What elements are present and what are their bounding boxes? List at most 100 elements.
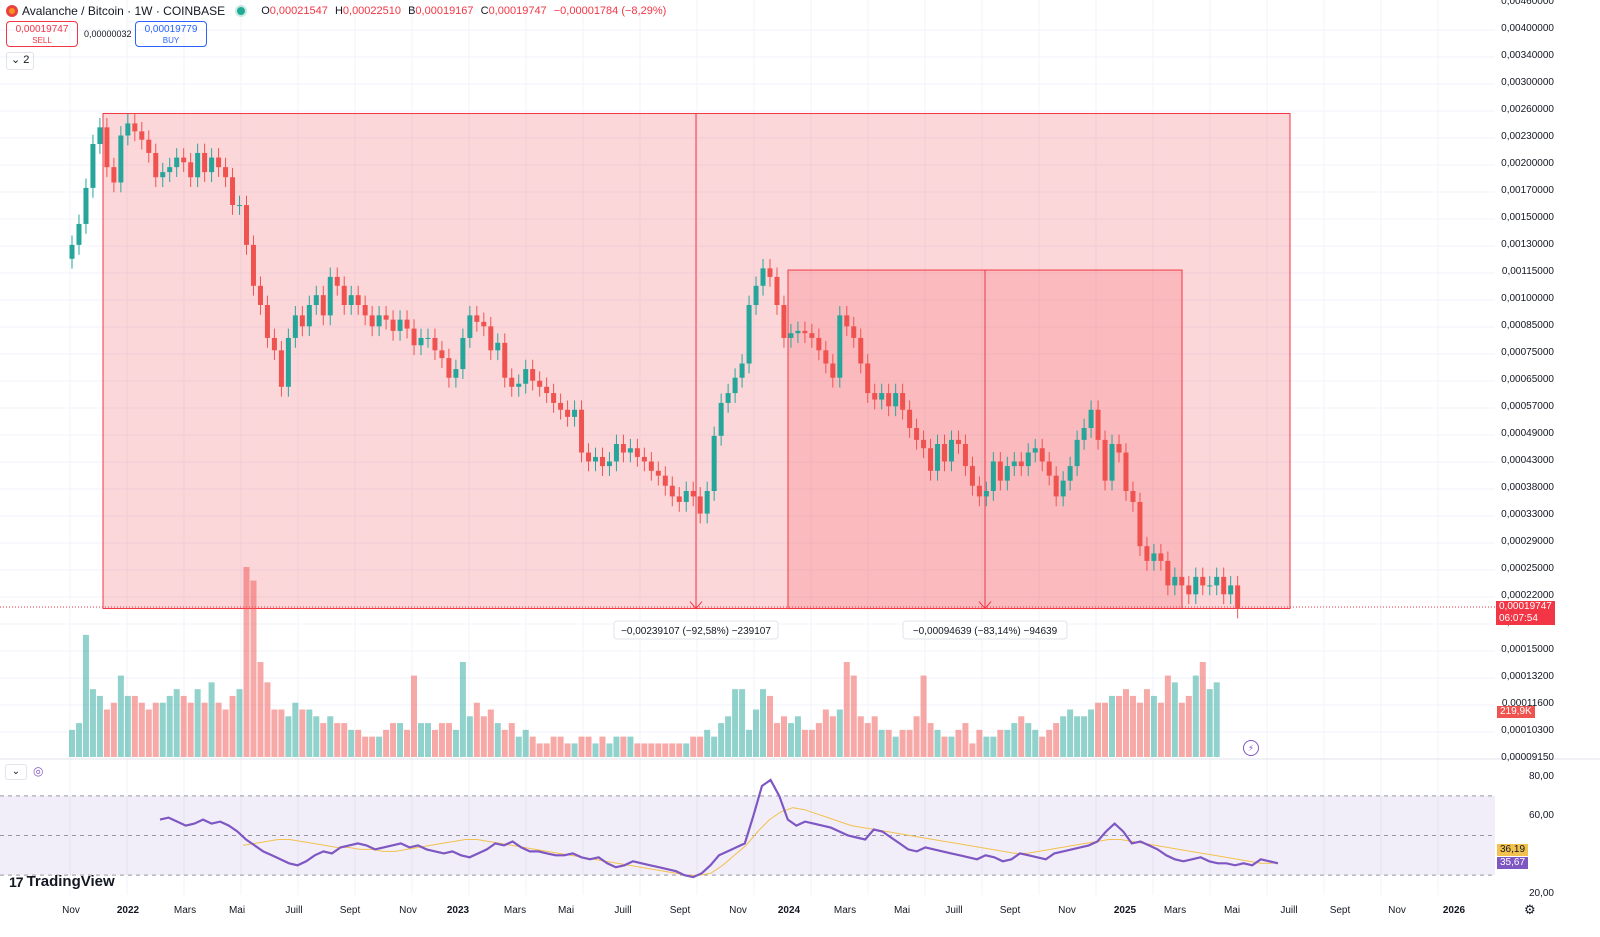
candle-body — [355, 295, 361, 305]
sell-button[interactable]: 0,00019747 SELL — [6, 21, 78, 47]
candle-body — [711, 435, 717, 492]
volume-bar — [459, 662, 466, 757]
candle-body — [690, 491, 696, 497]
time-axis-label: Sept — [670, 905, 691, 916]
volume-bar — [1213, 682, 1220, 757]
volume-bar — [222, 709, 229, 757]
candle-body — [774, 276, 780, 305]
volume-bar — [89, 689, 96, 757]
volume-bar — [711, 736, 718, 757]
flash-icon[interactable]: ⚡ — [1243, 740, 1259, 756]
last-price-tag: 0,00019747 06:07:54 — [1496, 601, 1555, 625]
candle-body — [928, 448, 934, 471]
volume-bar — [306, 709, 313, 757]
volume-bar — [983, 736, 990, 757]
candle-body — [1095, 409, 1101, 440]
volume-bar — [292, 702, 299, 757]
volume-bar — [1018, 716, 1025, 757]
time-axis-label: Mai — [558, 905, 574, 916]
time-axis-label: Nov — [729, 905, 747, 916]
volume-bar — [850, 675, 857, 757]
volume-bar — [1122, 689, 1129, 757]
volume-bar — [773, 723, 780, 757]
candle-body — [1137, 501, 1143, 547]
candle-body — [746, 304, 752, 364]
candle-body — [313, 295, 319, 305]
time-axis-label: 2023 — [447, 905, 470, 916]
volume-bar — [676, 743, 683, 757]
candle-body — [593, 456, 598, 462]
buy-button[interactable]: 0,00019779 BUY — [135, 21, 207, 47]
candle-body — [230, 177, 236, 206]
time-axis-label: Mars — [1164, 905, 1186, 916]
candle-body — [509, 377, 515, 387]
volume-bar — [829, 716, 836, 757]
volume-bar — [697, 736, 704, 757]
candle-body — [900, 393, 906, 410]
volume-bar — [117, 675, 124, 757]
volume-bar — [885, 729, 892, 757]
volume-bar — [920, 675, 927, 757]
volume-bar — [159, 702, 166, 757]
price-axis-tick: 0,00100000 — [1501, 293, 1554, 304]
rsi-collapse-button[interactable]: ⌄ — [5, 764, 27, 780]
volume-bar — [487, 709, 494, 757]
change-value: −0,00001784 (−8,29%) — [553, 5, 667, 17]
price-axis-tick: 0,00033000 — [1501, 509, 1554, 520]
volume-bar — [648, 743, 655, 757]
volume-bar — [75, 723, 82, 757]
volume-bar — [515, 736, 522, 757]
candle-body — [732, 377, 738, 394]
volume-bar — [1060, 716, 1067, 757]
candle-body — [627, 448, 633, 453]
volume-bar — [1178, 702, 1185, 757]
candle-body — [362, 304, 368, 316]
candle-body — [132, 123, 138, 132]
time-axis-label: Juill — [945, 905, 962, 916]
candle-body — [1018, 461, 1024, 467]
volume-bar — [348, 729, 355, 757]
candle-body — [837, 315, 843, 378]
volume-bar — [913, 716, 920, 757]
candle-body — [202, 152, 208, 173]
candle-body — [606, 461, 612, 467]
volume-bar — [1143, 689, 1150, 757]
volume-bar — [1074, 716, 1081, 757]
candle-body — [955, 439, 961, 445]
tradingview-logo[interactable]: 17 TradingView — [9, 873, 115, 890]
candle-body — [990, 461, 996, 492]
candle-body — [432, 337, 438, 351]
candle-body — [125, 123, 131, 136]
volume-bar — [550, 736, 557, 757]
candle-body — [174, 157, 180, 168]
volume-bar — [571, 743, 578, 757]
rsi-indicator-icon[interactable]: ◎ — [33, 764, 44, 778]
symbol-title[interactable]: Avalanche / Bitcoin · 1W · COINBASE — [22, 4, 226, 18]
volume-bar — [787, 723, 794, 757]
candle-body — [439, 350, 445, 359]
candle-body — [921, 439, 927, 449]
candle-body — [802, 330, 808, 334]
volume-bar — [431, 729, 438, 757]
indicators-toggle-button[interactable]: ⌄ 2 — [6, 52, 35, 70]
volume-bar — [585, 736, 592, 757]
volume-bar — [955, 729, 962, 757]
volume-bar — [627, 736, 634, 757]
settings-gear-icon[interactable]: ⚙ — [1524, 902, 1536, 917]
volume-bar — [96, 695, 103, 757]
candle-body — [579, 409, 585, 453]
time-axis-label: Mars — [174, 905, 196, 916]
volume-bar — [941, 736, 948, 757]
volume-bar — [180, 695, 187, 757]
measure-label-box — [613, 620, 779, 640]
rsi-line — [159, 778, 1279, 879]
candle-body — [488, 326, 494, 351]
volume-bar — [1185, 695, 1192, 757]
time-axis-label: Juill — [614, 905, 631, 916]
candle-body — [160, 172, 166, 178]
candle-body — [446, 358, 452, 378]
time-axis-label: Mars — [504, 905, 526, 916]
candle-body — [816, 337, 822, 351]
candle-body — [1088, 409, 1094, 429]
